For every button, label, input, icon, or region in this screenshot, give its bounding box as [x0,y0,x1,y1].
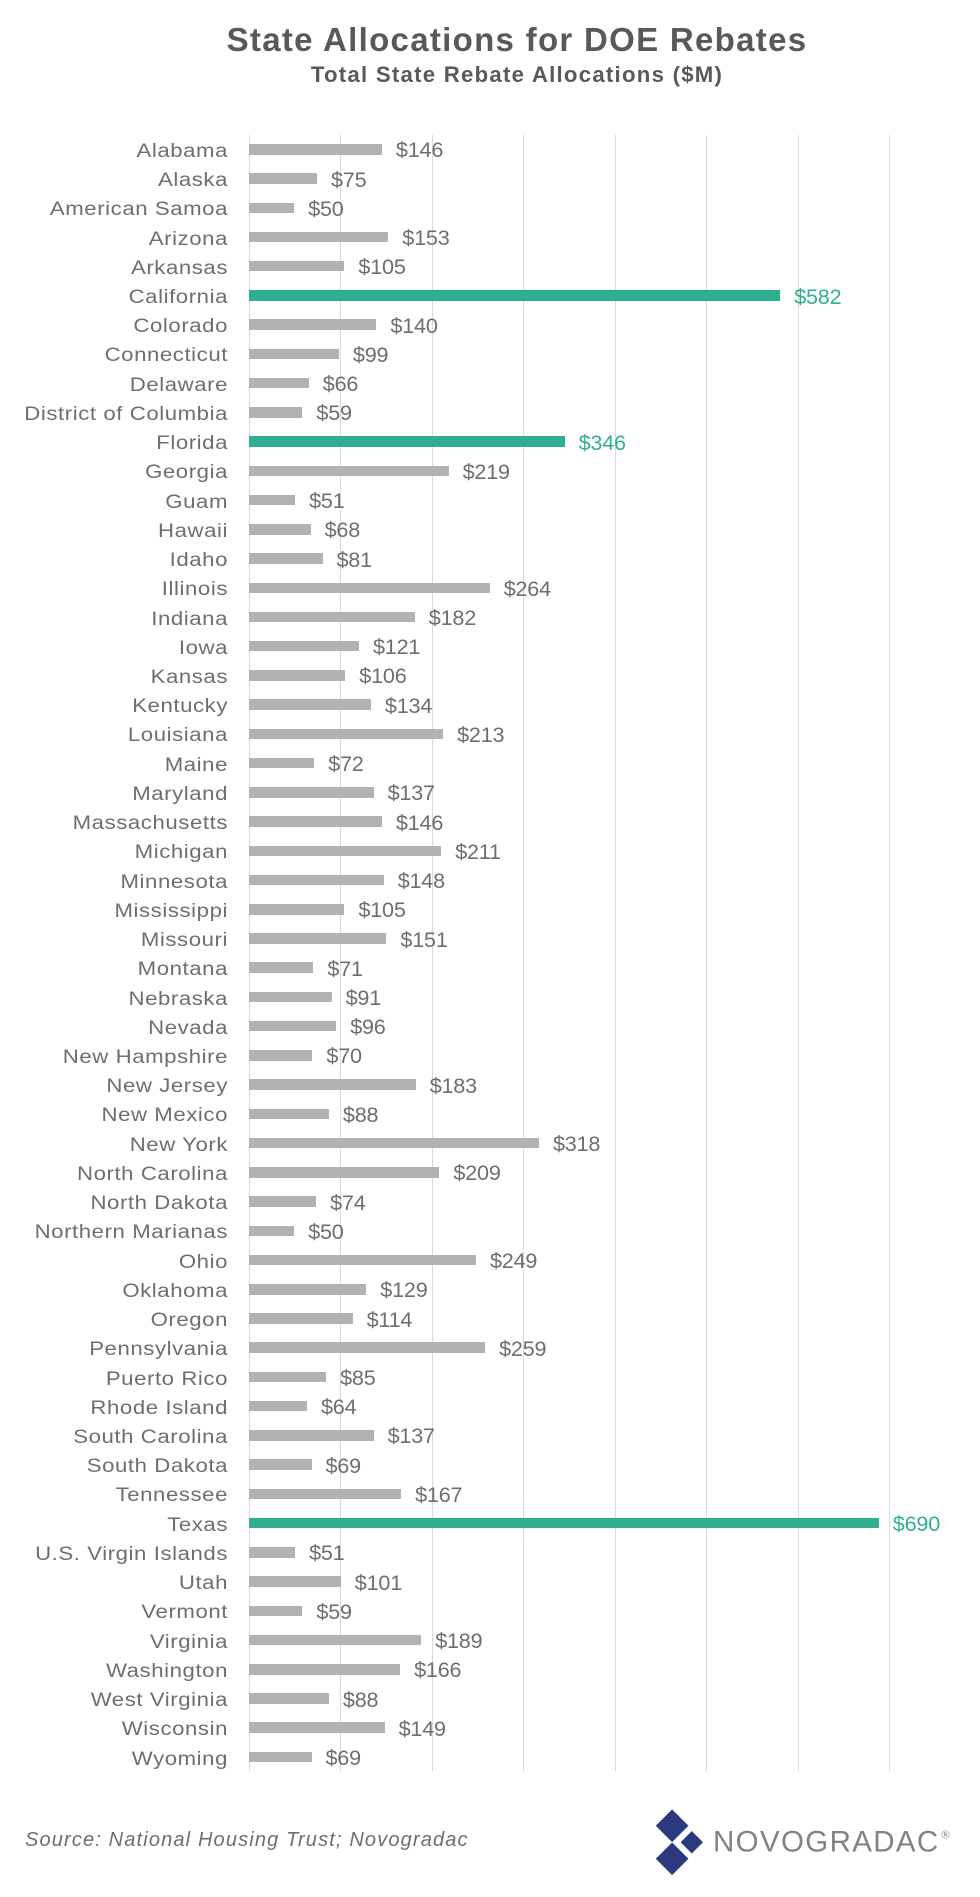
svg-text:NOVOGRADAC: NOVOGRADAC [713,1826,940,1859]
svg-text:®: ® [942,1830,950,1842]
